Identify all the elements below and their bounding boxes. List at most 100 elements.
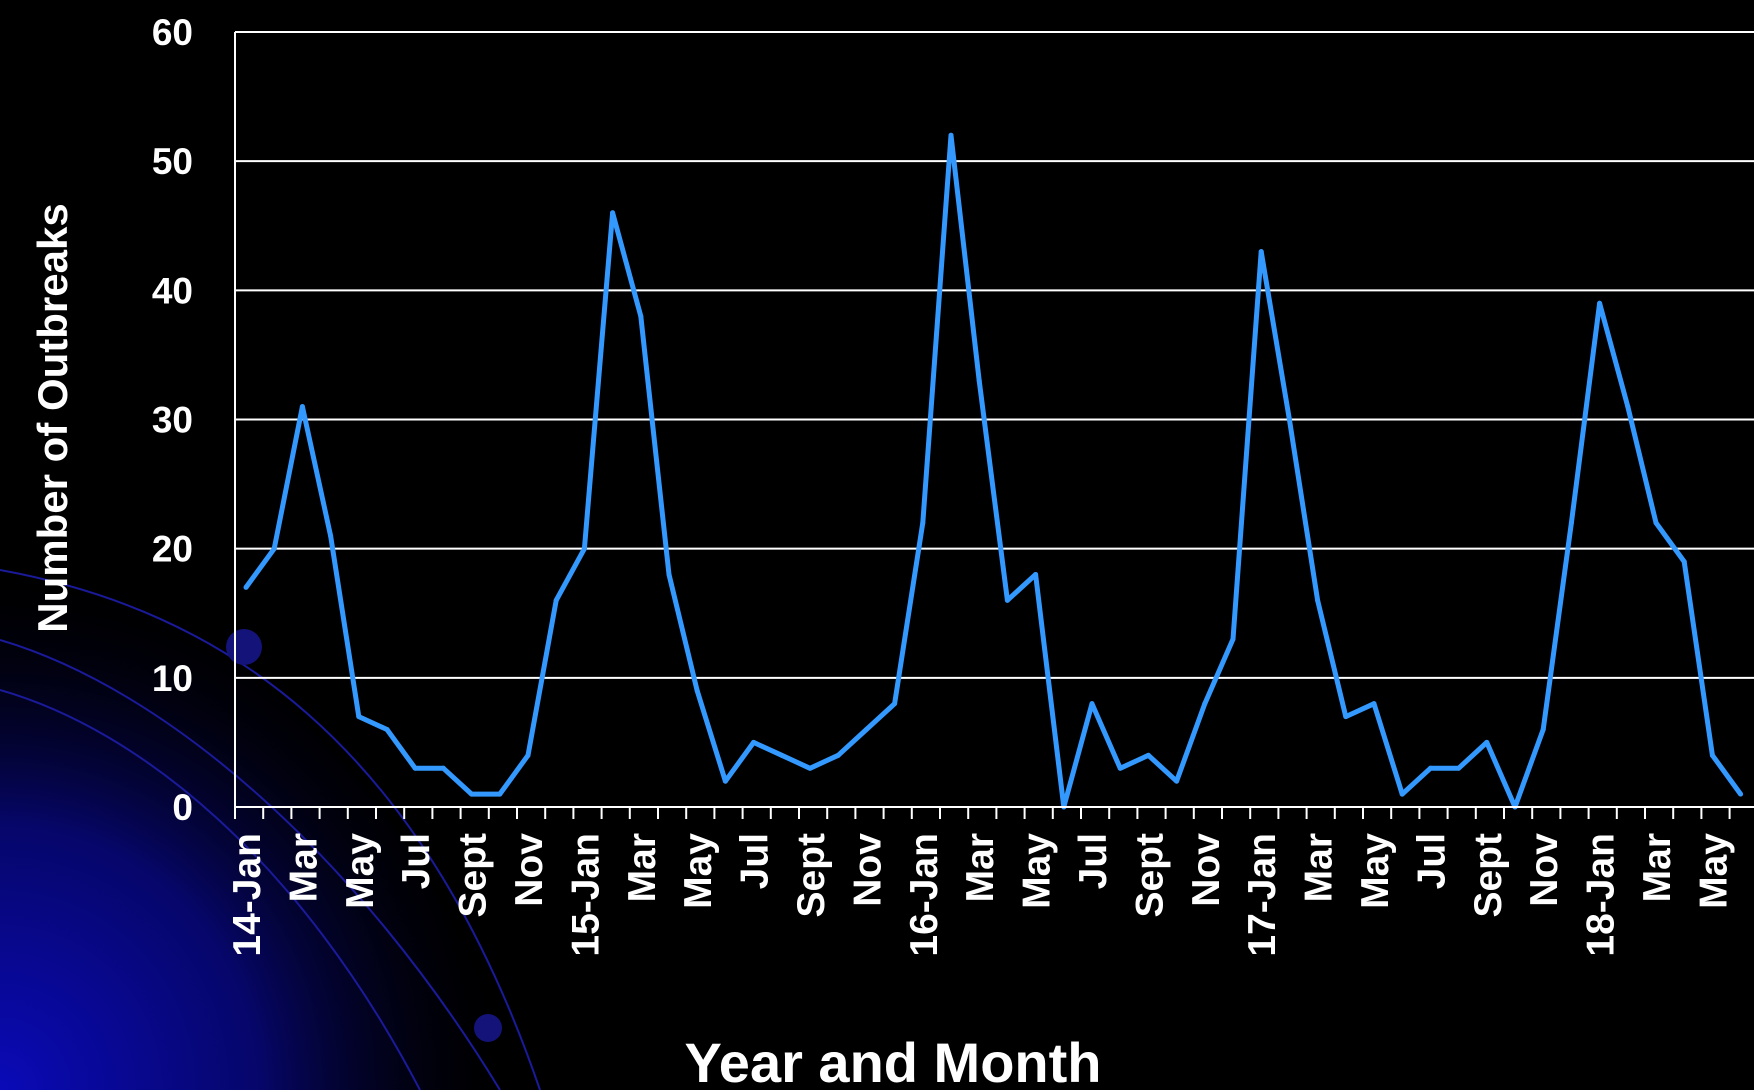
y-tick-label: 60 <box>152 12 193 53</box>
gridlines <box>235 31 1754 679</box>
data-point <box>356 714 362 720</box>
x-tick-label: Jul <box>1072 833 1115 889</box>
data-point <box>807 765 813 771</box>
data-point <box>666 572 672 577</box>
data-point <box>1145 752 1151 758</box>
data-point <box>1681 559 1687 565</box>
x-tick-label: May <box>677 833 720 909</box>
data-point <box>948 132 954 138</box>
data-point <box>638 313 644 319</box>
x-tick-label: 18-Jan <box>1580 833 1623 957</box>
data-point <box>412 765 418 771</box>
data-point <box>1343 714 1349 720</box>
data-point <box>1286 417 1292 422</box>
data-point <box>1089 701 1095 707</box>
x-tick-label: May <box>1692 833 1735 909</box>
data-point <box>1202 701 1208 707</box>
x-tick-label: Sept <box>1467 833 1510 918</box>
data-point <box>384 727 390 732</box>
data-point <box>1625 404 1631 410</box>
data-point <box>1174 778 1180 784</box>
data-point <box>835 752 841 758</box>
data-point <box>892 701 898 707</box>
x-tick-label: Jul <box>1410 833 1453 889</box>
data-point <box>1709 752 1715 758</box>
deco-dot-2 <box>474 1014 502 1042</box>
data-point <box>1399 791 1405 797</box>
x-tick-label: Mar <box>282 833 325 902</box>
data-point <box>1117 765 1123 771</box>
x-tick-label: Sept <box>790 833 833 918</box>
x-tick-label: 17-Jan <box>1241 833 1284 957</box>
data-point <box>553 597 559 603</box>
data-point <box>976 378 982 384</box>
x-tick-label: Nov <box>846 833 889 907</box>
data-point <box>1033 572 1039 577</box>
data-point <box>694 688 700 694</box>
deco-arc-3 <box>0 689 421 1090</box>
blue-glow-area <box>0 560 520 1090</box>
data-point <box>1540 727 1546 732</box>
data-point <box>1371 701 1377 707</box>
data-point <box>1427 765 1433 771</box>
x-tick-label: Nov <box>508 833 551 907</box>
data-point <box>779 752 785 758</box>
data-point <box>271 546 277 552</box>
x-tick-label: May <box>1354 833 1397 909</box>
data-point <box>1738 791 1744 797</box>
y-tick-label: 40 <box>152 270 193 311</box>
y-tick-label: 10 <box>152 658 193 699</box>
data-point <box>751 739 757 745</box>
data-point <box>1597 300 1603 306</box>
x-tick-label: Jul <box>395 833 438 889</box>
data-points <box>243 132 1744 810</box>
data-point <box>863 727 869 732</box>
data-point <box>328 533 334 539</box>
x-tick-label: 14-Jan <box>226 833 269 957</box>
data-point <box>1315 597 1321 603</box>
y-tick-label: 30 <box>152 400 193 441</box>
x-axis-title: Year and Month <box>685 1031 1102 1090</box>
y-axis-title: Number of Outbreaks <box>29 203 76 632</box>
x-tick-label: Nov <box>1185 833 1228 907</box>
deco-arc-1 <box>0 569 541 1090</box>
x-tick-label: 16-Jan <box>903 833 946 957</box>
data-point <box>1004 597 1010 603</box>
data-point <box>1653 520 1659 526</box>
x-tick-label: Sept <box>452 833 495 918</box>
data-point <box>243 584 249 590</box>
data-point <box>1484 739 1490 745</box>
x-tick-label: Jul <box>734 833 777 889</box>
y-tick-label: 0 <box>172 787 193 828</box>
x-tick-label: Mar <box>959 833 1002 902</box>
x-tick-label: 15-Jan <box>564 833 607 957</box>
data-point <box>722 778 728 784</box>
data-point <box>1230 636 1236 642</box>
data-point <box>299 404 305 410</box>
x-tick-label: May <box>339 833 382 909</box>
x-tick-marks <box>234 807 1731 819</box>
x-tick-label: Mar <box>1298 833 1341 902</box>
data-point <box>610 210 616 216</box>
y-tick-label: 20 <box>152 529 193 570</box>
data-point <box>581 546 587 552</box>
x-tick-label: Nov <box>1523 833 1566 907</box>
deco-arc-2 <box>0 639 501 1090</box>
x-tick-label: Mar <box>1636 833 1679 902</box>
data-point <box>1258 249 1264 255</box>
x-tick-label: Mar <box>621 833 664 902</box>
series-line <box>243 132 1743 810</box>
data-point <box>469 791 475 797</box>
data-point <box>1568 520 1574 526</box>
x-tick-label: Sept <box>1128 833 1171 918</box>
data-point <box>920 520 926 526</box>
x-tick-labels: 14-Jan Mar May Jul Sept Nov 15-Jan Mar May Jul Sep… <box>226 833 1735 957</box>
y-tick-label: 50 <box>152 141 193 182</box>
data-point <box>440 765 446 771</box>
data-point <box>497 791 503 797</box>
data-point <box>525 752 531 758</box>
y-tick-labels: 0 10 20 30 40 50 60 <box>152 12 193 828</box>
x-tick-label: May <box>1016 833 1059 909</box>
data-point <box>1456 765 1462 771</box>
